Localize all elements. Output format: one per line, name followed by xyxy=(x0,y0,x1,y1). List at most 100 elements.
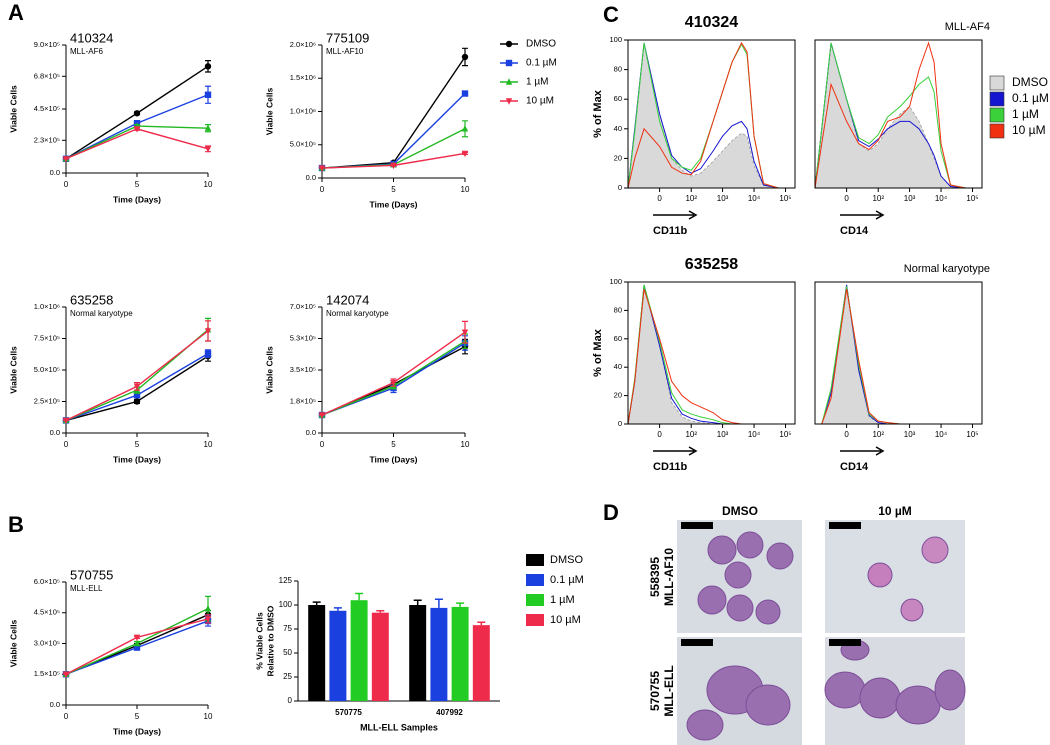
column-label: DMSO xyxy=(722,504,758,518)
error-bar xyxy=(376,610,385,613)
x-tick-label: 0 xyxy=(64,440,69,449)
marker xyxy=(133,383,141,391)
marker xyxy=(133,634,141,642)
error-bar xyxy=(477,621,486,626)
marker xyxy=(133,639,141,647)
marker xyxy=(505,78,513,85)
cells xyxy=(686,531,966,741)
y-tick-label: 3.0×10⁵ xyxy=(34,638,60,647)
micrograph xyxy=(825,520,965,633)
legend-label: 0.1 µM xyxy=(526,58,557,69)
panel-letter: B xyxy=(8,512,24,537)
legend-swatch xyxy=(989,91,1005,107)
axis-arrow xyxy=(840,446,885,456)
cell xyxy=(859,677,901,719)
cell xyxy=(867,562,893,588)
plot-frame xyxy=(814,39,983,189)
scale-bar xyxy=(829,639,861,646)
legend-swatch xyxy=(526,554,544,566)
marker xyxy=(461,125,469,132)
legend-label: 0.1 µM xyxy=(550,574,584,586)
x-tick-label: 10² xyxy=(685,430,697,439)
y-tick-label: 40 xyxy=(614,124,622,133)
marker xyxy=(62,417,70,425)
x-tick-label: 5 xyxy=(391,185,396,194)
bar xyxy=(409,605,427,701)
legend-label: 1 µM xyxy=(526,77,548,88)
y-tick-label: 0 xyxy=(618,183,622,192)
y-tick-label: 4.5×10⁵ xyxy=(34,104,60,113)
y-tick-label: 2.3×10⁵ xyxy=(34,135,60,144)
y-tick-label: 0.0 xyxy=(50,168,60,177)
x-tick-label: 10² xyxy=(872,194,884,203)
marker xyxy=(318,165,326,172)
y-tick-label: 0.0 xyxy=(306,428,316,437)
x-tick-label: 0 xyxy=(657,194,662,203)
cell xyxy=(921,536,949,564)
error-bar xyxy=(434,598,443,608)
marker xyxy=(204,616,212,623)
plot-frame xyxy=(627,281,796,425)
x-tick-label: 10⁵ xyxy=(779,194,791,203)
legend-label: 10 µM xyxy=(550,614,581,626)
y-axis-label: % of Max xyxy=(592,89,604,138)
y-tick-label: 40 xyxy=(614,362,622,371)
x-tick-label: 10 xyxy=(204,440,213,449)
y-tick-label: 125 xyxy=(279,576,293,585)
y-tick-label: 9.0×10⁵ xyxy=(34,40,60,49)
y-axis-label: Viable Cells xyxy=(264,87,274,135)
legend-swatch xyxy=(526,594,544,606)
histogram-area xyxy=(627,284,779,425)
legend-label: 1 µM xyxy=(1012,107,1039,121)
axis-arrow xyxy=(653,210,698,220)
axis-arrow xyxy=(653,446,698,456)
y-axis-label: Viable Cells xyxy=(8,346,18,394)
chart-title: 410324 xyxy=(685,14,738,31)
bar xyxy=(430,607,448,701)
marker xyxy=(204,63,212,70)
legend-label: DMSO xyxy=(526,39,556,50)
plot-frame xyxy=(814,281,983,425)
x-tick-label: 5 xyxy=(391,440,396,449)
marker xyxy=(390,162,397,170)
chart-title: 570755 xyxy=(70,567,113,582)
x-axis-label: MLL-ELL Samples xyxy=(360,722,438,732)
x-tick-label: 0 xyxy=(844,430,849,439)
y-tick-label: 6.0×10⁵ xyxy=(34,577,60,586)
error-bar xyxy=(333,607,342,611)
x-tick-label: 10³ xyxy=(904,194,916,203)
micrographs: DMSO 10 µM 558395 MLL-AF10 570755 MLL-EL… xyxy=(648,504,966,745)
marker xyxy=(390,379,397,387)
marker xyxy=(62,671,70,678)
x-tick-label: 10 xyxy=(204,712,213,721)
y-tick-label: 25 xyxy=(283,672,292,681)
x-axis-label: Time (Days) xyxy=(113,454,161,464)
error-bar xyxy=(355,592,364,601)
x-axis-label: CD14 xyxy=(840,225,869,237)
marker xyxy=(204,146,212,153)
legend-label: DMSO xyxy=(550,554,583,566)
row-label-line: MLL-AF10 xyxy=(662,548,676,606)
marker xyxy=(204,604,212,612)
x-tick-label: 5 xyxy=(135,440,140,449)
x-tick-label: 10⁵ xyxy=(779,430,791,439)
chart-title: 775109 xyxy=(326,30,369,45)
bar xyxy=(451,606,469,701)
cell xyxy=(726,594,754,622)
marker xyxy=(461,90,469,97)
cell xyxy=(900,598,924,622)
marker xyxy=(62,156,70,163)
x-axis-label: Time (Days) xyxy=(369,454,417,464)
marker xyxy=(505,40,513,48)
panel-letter: A xyxy=(8,0,24,25)
cell xyxy=(934,669,966,711)
y-tick-label: 60 xyxy=(614,94,622,103)
marker xyxy=(133,126,141,133)
row-label-line: MLL-ELL xyxy=(662,665,676,716)
marker xyxy=(461,53,469,61)
bar xyxy=(371,612,389,701)
y-tick-label: 7.5×10⁵ xyxy=(34,333,60,342)
y-axis-label: % Viable Cells xyxy=(254,612,264,670)
scale-bar xyxy=(681,639,713,646)
